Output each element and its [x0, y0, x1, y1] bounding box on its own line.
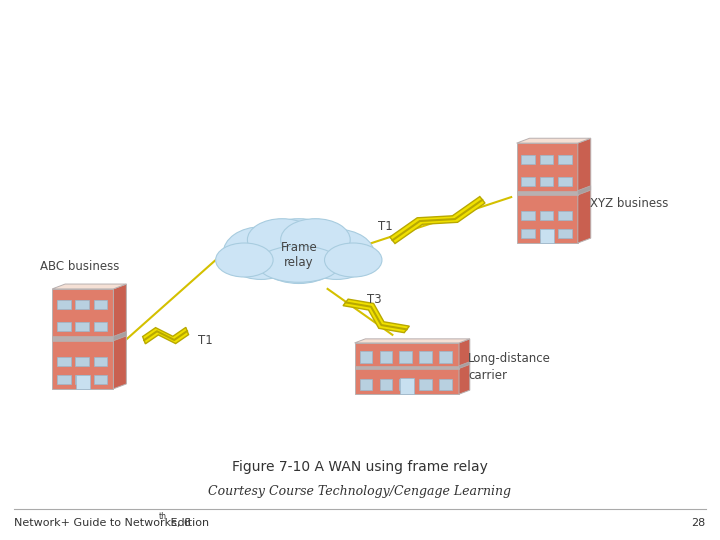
Polygon shape: [57, 375, 71, 384]
Polygon shape: [439, 379, 451, 390]
Text: Network+ Guide to Networks, 6: Network+ Guide to Networks, 6: [14, 518, 192, 528]
Polygon shape: [53, 284, 127, 289]
Text: Frame
relay: Frame relay: [280, 241, 318, 269]
Text: Long-distance
carrier: Long-distance carrier: [468, 352, 551, 382]
Text: Edition: Edition: [167, 518, 210, 528]
Polygon shape: [114, 332, 127, 341]
Ellipse shape: [252, 219, 346, 284]
Polygon shape: [143, 327, 189, 344]
Polygon shape: [94, 322, 107, 332]
Polygon shape: [400, 379, 412, 390]
Polygon shape: [517, 138, 590, 143]
Polygon shape: [354, 366, 459, 368]
Polygon shape: [53, 336, 114, 341]
Polygon shape: [379, 352, 392, 363]
Text: Figure 7-10 A WAN using frame relay: Figure 7-10 A WAN using frame relay: [232, 460, 488, 474]
Polygon shape: [53, 289, 114, 389]
Polygon shape: [558, 177, 572, 186]
Polygon shape: [114, 284, 127, 389]
Polygon shape: [541, 229, 554, 243]
Polygon shape: [521, 229, 535, 238]
Ellipse shape: [325, 243, 382, 277]
Polygon shape: [419, 379, 432, 390]
Text: T3: T3: [367, 293, 382, 306]
Polygon shape: [540, 154, 554, 164]
Polygon shape: [419, 352, 432, 363]
Polygon shape: [379, 379, 392, 390]
Text: th: th: [159, 512, 167, 521]
Polygon shape: [558, 211, 572, 220]
Polygon shape: [94, 357, 107, 366]
Ellipse shape: [216, 243, 273, 277]
Polygon shape: [558, 229, 572, 238]
Ellipse shape: [281, 219, 350, 261]
Polygon shape: [354, 339, 469, 343]
Polygon shape: [57, 357, 71, 366]
Polygon shape: [517, 143, 577, 243]
Polygon shape: [521, 177, 535, 186]
Polygon shape: [354, 343, 459, 394]
Polygon shape: [76, 375, 89, 389]
Polygon shape: [577, 138, 590, 243]
Polygon shape: [76, 357, 89, 366]
Polygon shape: [94, 375, 107, 384]
Polygon shape: [76, 375, 89, 384]
Polygon shape: [558, 154, 572, 164]
Polygon shape: [57, 322, 71, 332]
Polygon shape: [57, 300, 71, 309]
Polygon shape: [577, 186, 590, 195]
Text: 28: 28: [691, 518, 706, 528]
Polygon shape: [360, 379, 372, 390]
Text: T1: T1: [378, 220, 392, 233]
Polygon shape: [76, 300, 89, 309]
Polygon shape: [439, 352, 451, 363]
Text: ABC business: ABC business: [40, 260, 119, 273]
Ellipse shape: [299, 229, 374, 280]
Polygon shape: [517, 191, 577, 195]
Polygon shape: [400, 378, 413, 394]
Polygon shape: [540, 177, 554, 186]
Polygon shape: [521, 154, 535, 164]
Text: T1: T1: [198, 334, 212, 347]
Polygon shape: [540, 229, 554, 238]
Polygon shape: [540, 211, 554, 220]
Polygon shape: [459, 362, 469, 368]
Ellipse shape: [257, 246, 341, 282]
Polygon shape: [390, 197, 485, 244]
Polygon shape: [521, 211, 535, 220]
Ellipse shape: [223, 227, 299, 280]
Polygon shape: [360, 352, 372, 363]
Text: XYZ business: XYZ business: [590, 197, 669, 210]
Ellipse shape: [248, 219, 317, 261]
Polygon shape: [94, 300, 107, 309]
Polygon shape: [76, 322, 89, 332]
Polygon shape: [343, 299, 410, 333]
Text: Courtesy Course Technology/Cengage Learning: Courtesy Course Technology/Cengage Learn…: [209, 485, 511, 498]
Polygon shape: [459, 339, 469, 394]
Polygon shape: [400, 352, 412, 363]
